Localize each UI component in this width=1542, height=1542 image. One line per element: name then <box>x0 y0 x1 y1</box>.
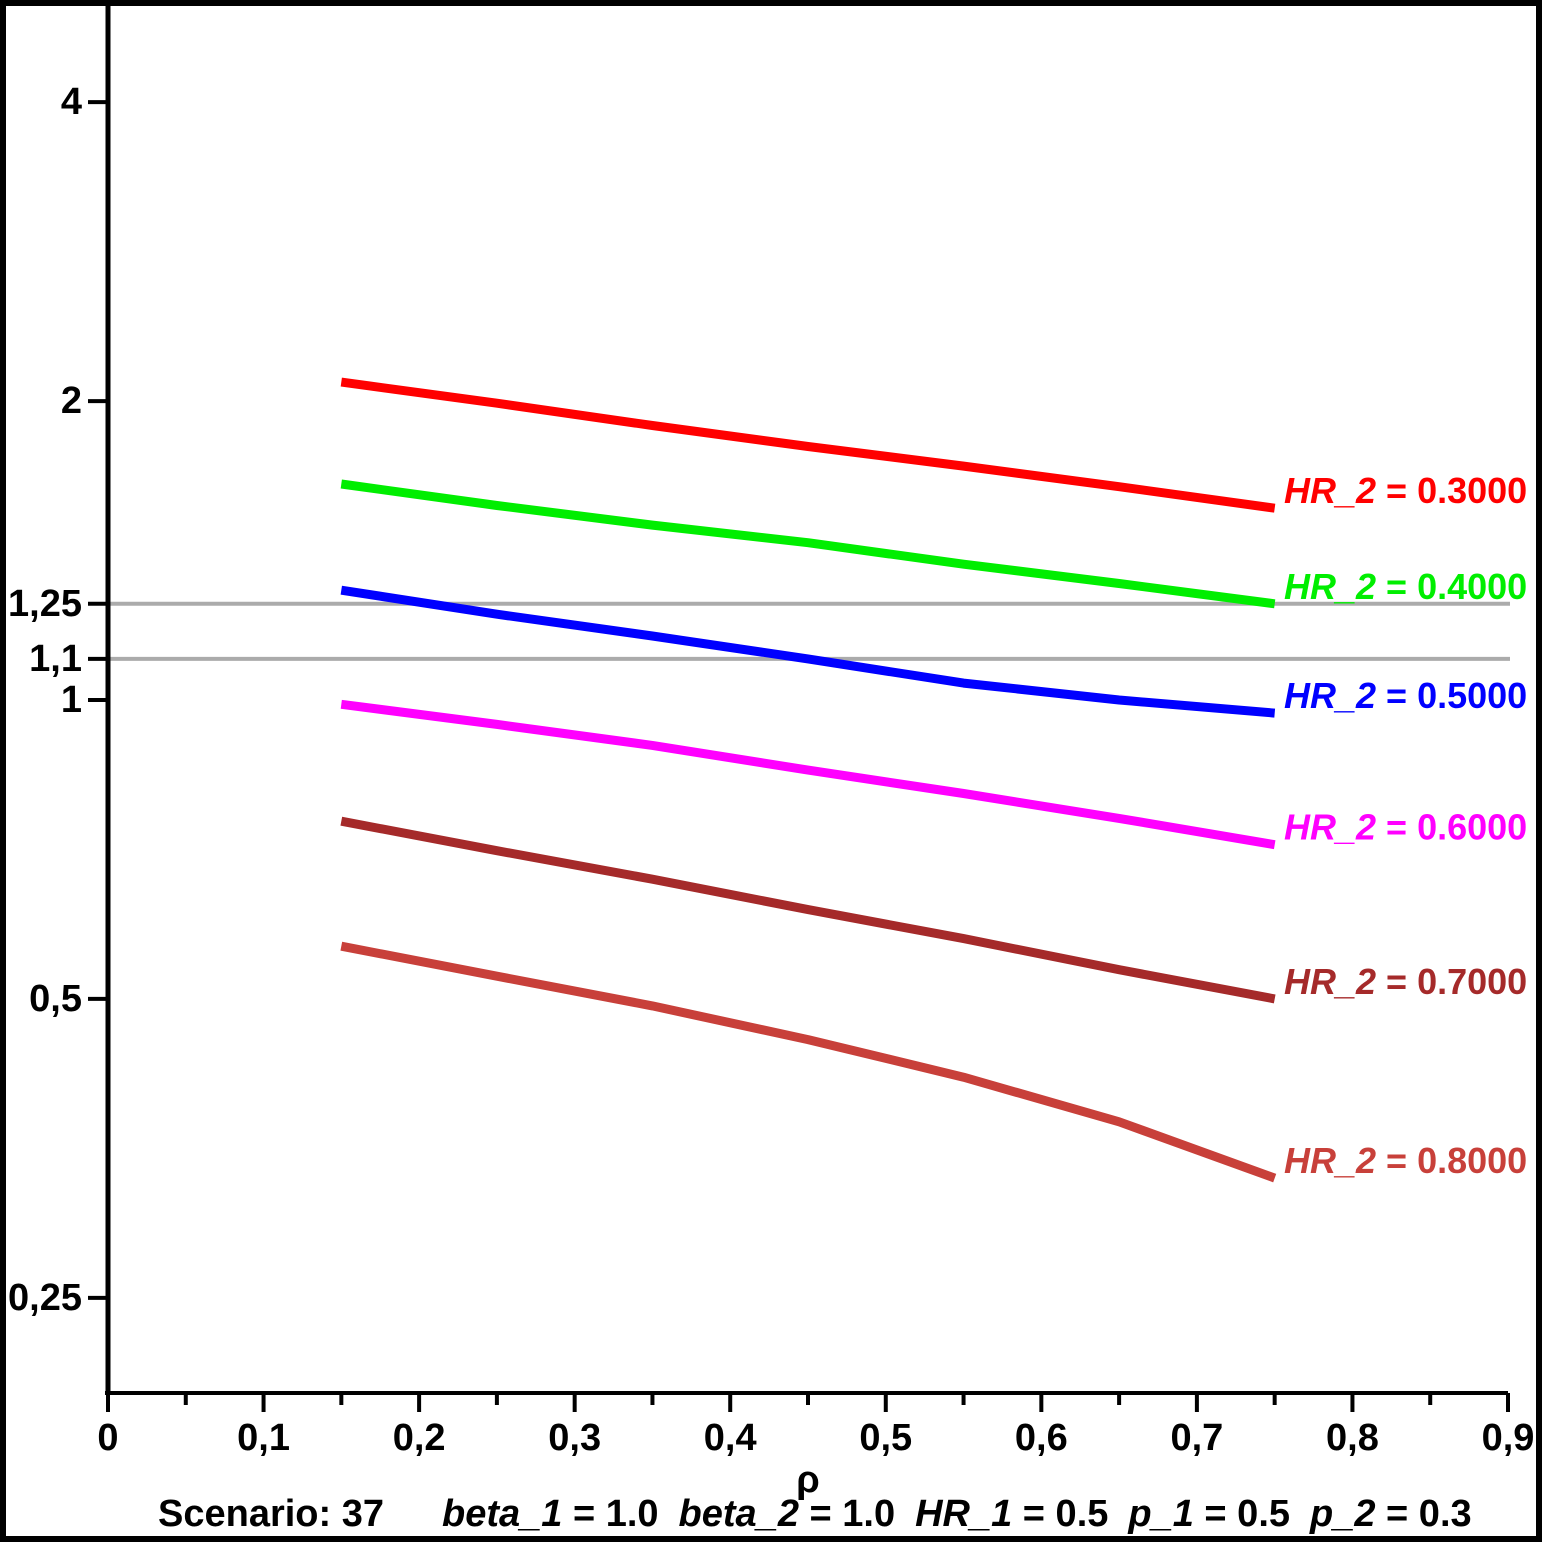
series-label-var: HR_2 <box>1284 1140 1376 1181</box>
caption-param-name-beta_1: beta_1 <box>442 1493 562 1535</box>
caption-param-value-p_1: = 0.5 <box>1194 1493 1290 1535</box>
y-tick-label-1: 1 <box>61 679 82 721</box>
caption-scenario: Scenario: 37 <box>158 1493 384 1535</box>
series-line-hr2-0.4000 <box>340 479 1276 609</box>
caption: Scenario: 37 beta_1 = 1.0 beta_2 = 1.0 HR_1… <box>158 1493 1472 1535</box>
caption-param-name-beta_2: beta_2 <box>679 1493 799 1535</box>
x-tick-label-0,5: 0,5 <box>859 1417 912 1459</box>
series-label-var: HR_2 <box>1284 675 1376 716</box>
series-label-hr2-0.5000: HR_2 = 0.5000 <box>1284 675 1527 716</box>
y-tick-label-2: 2 <box>61 380 82 422</box>
series-label-value: = 0.4000 <box>1376 565 1527 606</box>
caption-param-name-p_2: p_2 <box>1309 1493 1375 1535</box>
series-line-hr2-0.7000 <box>340 816 1276 1004</box>
caption-param-value-HR_1: = 0.5 <box>1012 1493 1108 1535</box>
x-tick-label-0,8: 0,8 <box>1326 1417 1379 1459</box>
x-tick-label-0,1: 0,1 <box>237 1417 290 1459</box>
caption-param-value-p_2: = 0.3 <box>1376 1493 1472 1535</box>
y-tick-label-1,1: 1,1 <box>29 638 82 680</box>
series-line-hr2-0.5000 <box>340 585 1276 718</box>
series-label-value: = 0.5000 <box>1376 675 1527 716</box>
series-label-hr2-0.7000: HR_2 = 0.7000 <box>1284 960 1527 1001</box>
y-tick-label-4: 4 <box>61 81 82 123</box>
x-tick-label-0,6: 0,6 <box>1015 1417 1068 1459</box>
series-label-hr2-0.3000: HR_2 = 0.3000 <box>1284 470 1527 511</box>
series-label-var: HR_2 <box>1284 806 1376 847</box>
caption-param-value-beta_1: = 1.0 <box>562 1493 658 1535</box>
x-tick-label-0: 0 <box>97 1417 118 1459</box>
caption-param-name-HR_1: HR_1 <box>915 1493 1012 1535</box>
series-label-var: HR_2 <box>1284 960 1376 1001</box>
caption-param-value-beta_2: = 1.0 <box>799 1493 895 1535</box>
series-line-hr2-0.8000 <box>340 941 1277 1183</box>
y-tick-label-0,5: 0,5 <box>29 978 82 1020</box>
series-label-hr2-0.6000: HR_2 = 0.6000 <box>1284 806 1527 847</box>
x-tick-label-0,2: 0,2 <box>393 1417 446 1459</box>
y-tick-label-0,25: 0,25 <box>8 1277 82 1319</box>
series-label-var: HR_2 <box>1284 565 1376 606</box>
series-label-value: = 0.7000 <box>1376 960 1527 1001</box>
series-line-hr2-0.6000 <box>340 699 1276 850</box>
x-tick-label-0,9: 0,9 <box>1482 1417 1535 1459</box>
x-tick-label-0,3: 0,3 <box>548 1417 601 1459</box>
series-line-hr2-0.3000 <box>340 377 1276 513</box>
x-tick-label-0,7: 0,7 <box>1170 1417 1223 1459</box>
series-label-value: = 0.3000 <box>1376 470 1527 511</box>
series-label-hr2-0.8000: HR_2 = 0.8000 <box>1284 1140 1527 1181</box>
x-tick-label-0,4: 0,4 <box>704 1417 757 1459</box>
y-tick-label-1,25: 1,25 <box>8 583 82 625</box>
series-label-value: = 0.8000 <box>1376 1140 1527 1181</box>
series-label-var: HR_2 <box>1284 470 1376 511</box>
series-label-hr2-0.4000: HR_2 = 0.4000 <box>1284 565 1527 606</box>
caption-param-name-p_1: p_1 <box>1127 1493 1193 1535</box>
series-label-value: = 0.6000 <box>1376 806 1527 847</box>
x-axis-title-rho: ρ <box>796 1459 820 1501</box>
